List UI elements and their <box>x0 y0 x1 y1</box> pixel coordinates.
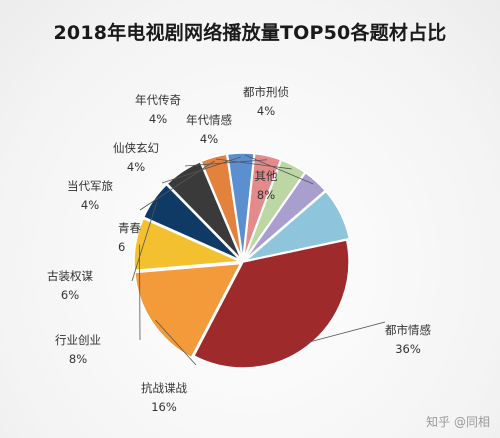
slice-2 <box>133 217 241 272</box>
slice-label-5: 当代军旅 <box>67 179 113 193</box>
slice-value-1: 16% <box>151 400 177 414</box>
slice-value-5: 4% <box>81 198 99 212</box>
leader-line-7 <box>184 159 268 167</box>
slice-value-6: 4% <box>127 160 145 174</box>
leader-line-8 <box>215 158 292 170</box>
slice-label-2: 行业创业 <box>55 333 101 347</box>
leader-line-2 <box>139 244 141 341</box>
leader-line-5 <box>139 160 215 211</box>
slice-4 <box>166 160 243 261</box>
slice-value-2: 8% <box>69 352 87 366</box>
slice-1 <box>134 262 242 359</box>
chart-title: 2018年电视剧网络播放量TOP50各题材占比 <box>53 22 447 44</box>
slice-3 <box>142 183 242 261</box>
slice-10 <box>245 190 351 262</box>
slice-label-0: 都市情感 <box>385 323 431 337</box>
slice-value-10: 8% <box>257 188 275 202</box>
slice-8 <box>243 159 306 260</box>
slice-label-10: 其他 <box>255 169 278 183</box>
slice-value-7: 4% <box>149 112 167 126</box>
slice-label-3: 古装权谋 <box>47 269 93 283</box>
slice-value-0: 36% <box>395 342 421 356</box>
leader-line-0 <box>304 321 386 344</box>
slice-value-4: 6 <box>118 240 125 254</box>
leader-line-3 <box>131 201 158 282</box>
leader-line-9 <box>244 154 314 185</box>
leader-line-1 <box>155 319 197 366</box>
slice-label-8: 年代情感 <box>186 113 232 127</box>
slice-value-3: 6% <box>61 288 79 302</box>
slice-9 <box>244 171 327 261</box>
slice-value-9: 4% <box>257 104 275 118</box>
slice-7 <box>242 152 282 260</box>
slice-6 <box>226 152 255 260</box>
slice-value-8: 4% <box>200 132 218 146</box>
leader-line-6 <box>161 156 241 184</box>
slice-label-9: 都市刑侦 <box>243 85 289 99</box>
slice-label-1: 抗战谍战 <box>141 381 187 395</box>
slice-label-6: 仙侠玄幻 <box>113 141 159 155</box>
slice-5 <box>200 153 243 260</box>
slice-label-4: 青春 <box>118 221 141 235</box>
watermark-text: 知乎 @同相 <box>426 415 490 429</box>
slice-0 <box>192 239 350 369</box>
slice-label-7: 年代传奇 <box>135 93 181 107</box>
